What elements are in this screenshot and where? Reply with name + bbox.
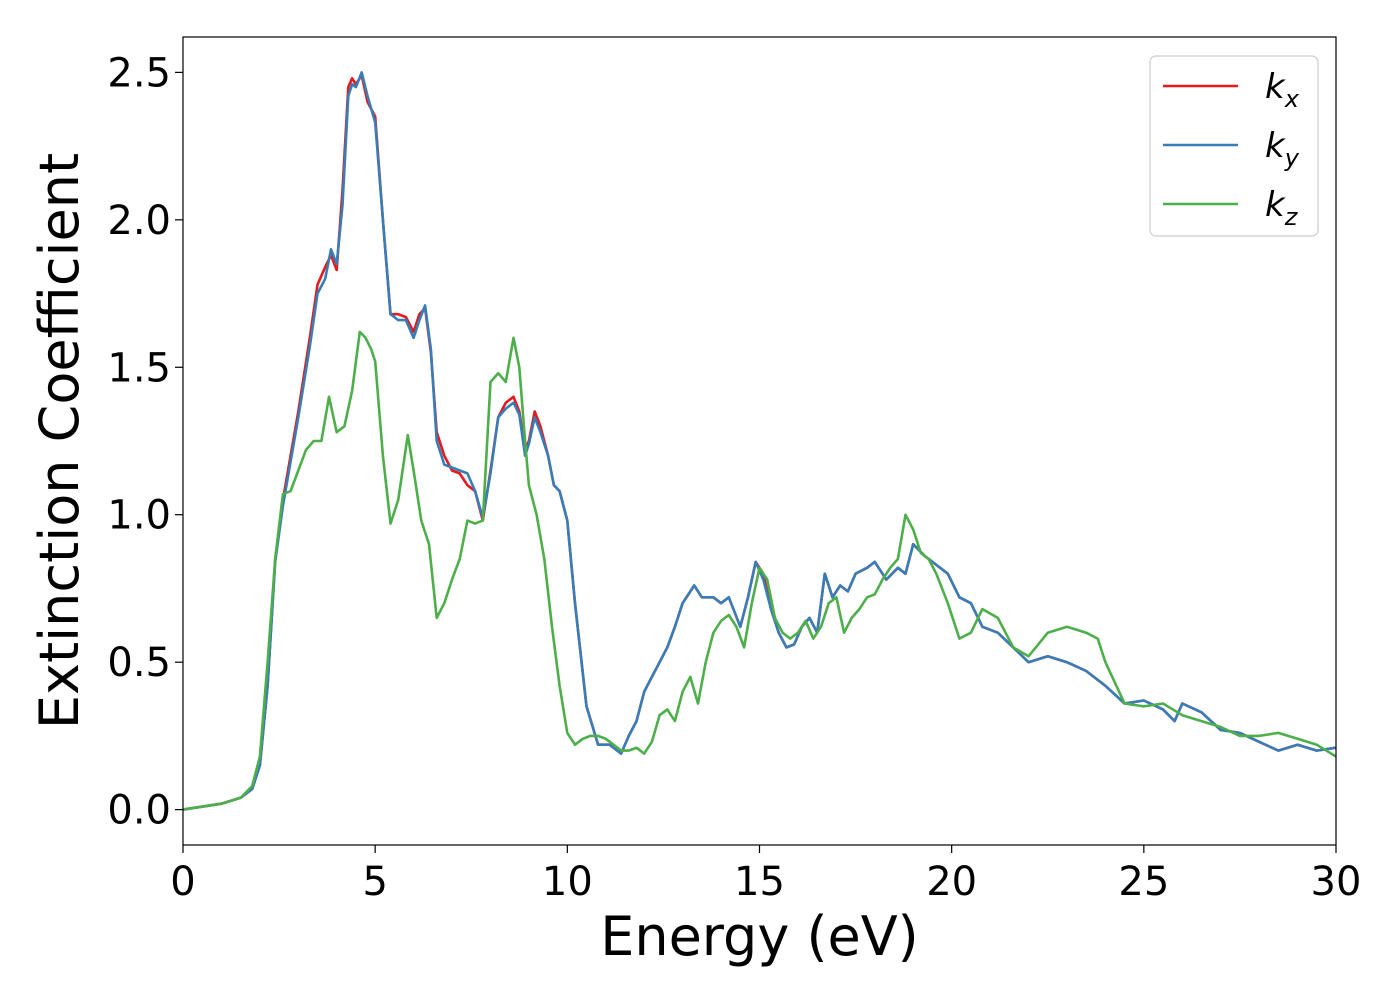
legend-label: ky: [1265, 126, 1300, 172]
y-tick-label: 1.0: [107, 493, 171, 539]
legend-item-kz: kz: [1163, 185, 1299, 231]
series-line-kz: [183, 330, 1336, 811]
x-tick-label: 30: [1311, 859, 1362, 905]
x-tick-label: 25: [1118, 859, 1169, 905]
y-axis: 0.0 0.5 1.0 1.5 2.0 2.5: [107, 50, 183, 834]
y-tick-label: 2.5: [107, 50, 171, 96]
x-tick-label: 15: [734, 859, 785, 905]
legend-label: kx: [1265, 67, 1300, 113]
y-tick-label: 2.0: [107, 198, 171, 244]
y-axis-title: Extinction Coefficient: [28, 153, 91, 729]
x-tick-label: 10: [542, 859, 593, 905]
legend-item-kx: kx: [1163, 67, 1300, 113]
x-tick-label: 20: [926, 859, 977, 905]
y-tick-label: 0.5: [107, 640, 171, 686]
x-tick-label: 5: [362, 859, 387, 905]
legend: kx ky kz: [1149, 55, 1319, 237]
series-layer: [183, 71, 1336, 811]
x-axis-title: Energy (eV): [600, 905, 919, 968]
x-axis: 0 5 10 15 20 25 30: [170, 845, 1361, 905]
y-tick-label: 1.5: [107, 345, 171, 391]
series-line-ky: [183, 71, 1336, 811]
legend-label: kz: [1265, 185, 1299, 231]
x-tick-label: 0: [170, 859, 195, 905]
legend-item-ky: ky: [1163, 126, 1300, 172]
y-tick-label: 0.0: [107, 788, 171, 834]
